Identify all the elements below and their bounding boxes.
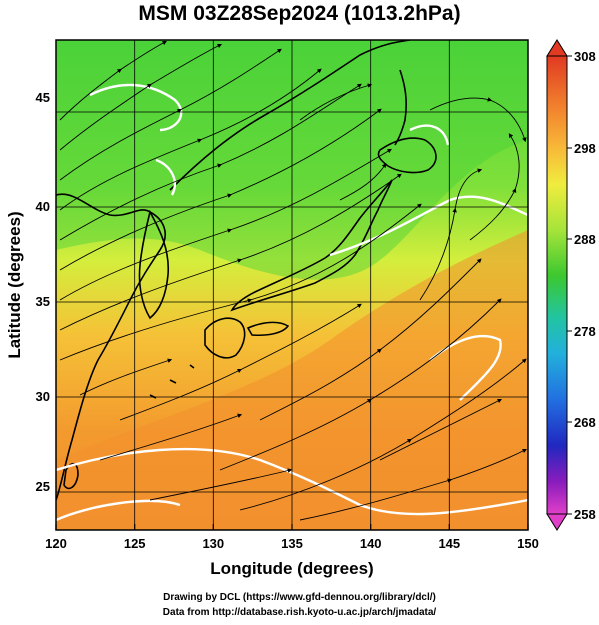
x-tick-135: 135 xyxy=(281,536,303,551)
colorbar-label-258: 258 xyxy=(574,507,596,522)
map-title: MSM 03Z28Sep2024 (1013.2hPa) xyxy=(138,2,461,25)
colorbar-label-268: 268 xyxy=(574,415,596,430)
x-tick-130: 130 xyxy=(202,536,224,551)
x-axis-ticks xyxy=(55,524,529,530)
x-tick-120: 120 xyxy=(45,536,67,551)
colorbar-label-298: 298 xyxy=(574,141,596,156)
y-tick-40: 40 xyxy=(36,199,50,214)
x-tick-150: 150 xyxy=(517,536,539,551)
streamlines xyxy=(59,40,528,521)
y-tick-30: 30 xyxy=(36,389,50,404)
credit-line-data: Data from http://database.rish.kyoto-u.a… xyxy=(162,607,437,618)
graticule xyxy=(56,40,528,530)
y-axis-title: Latitude (degrees) xyxy=(5,211,24,358)
colorbar-label-308: 308 xyxy=(574,49,596,64)
colorbar-bar xyxy=(546,55,568,515)
y-tick-45: 45 xyxy=(36,90,50,105)
colorbar-top-triangle xyxy=(546,39,568,57)
y-tick-25: 25 xyxy=(36,479,50,494)
x-tick-125: 125 xyxy=(124,536,146,551)
credit-line-drawing: Drawing by DCL (https://www.gfd-dennou.o… xyxy=(163,592,436,603)
x-tick-140: 140 xyxy=(360,536,382,551)
colorbar-label-278: 278 xyxy=(574,324,596,339)
y-tick-35: 35 xyxy=(36,294,50,309)
x-axis-title: Longitude (degrees) xyxy=(210,559,373,578)
x-tick-145: 145 xyxy=(438,536,460,551)
colorbar: 308 298 288 278 268 258 xyxy=(546,39,596,531)
colorbar-label-288: 288 xyxy=(574,232,596,247)
colorbar-bottom-triangle xyxy=(546,513,568,531)
